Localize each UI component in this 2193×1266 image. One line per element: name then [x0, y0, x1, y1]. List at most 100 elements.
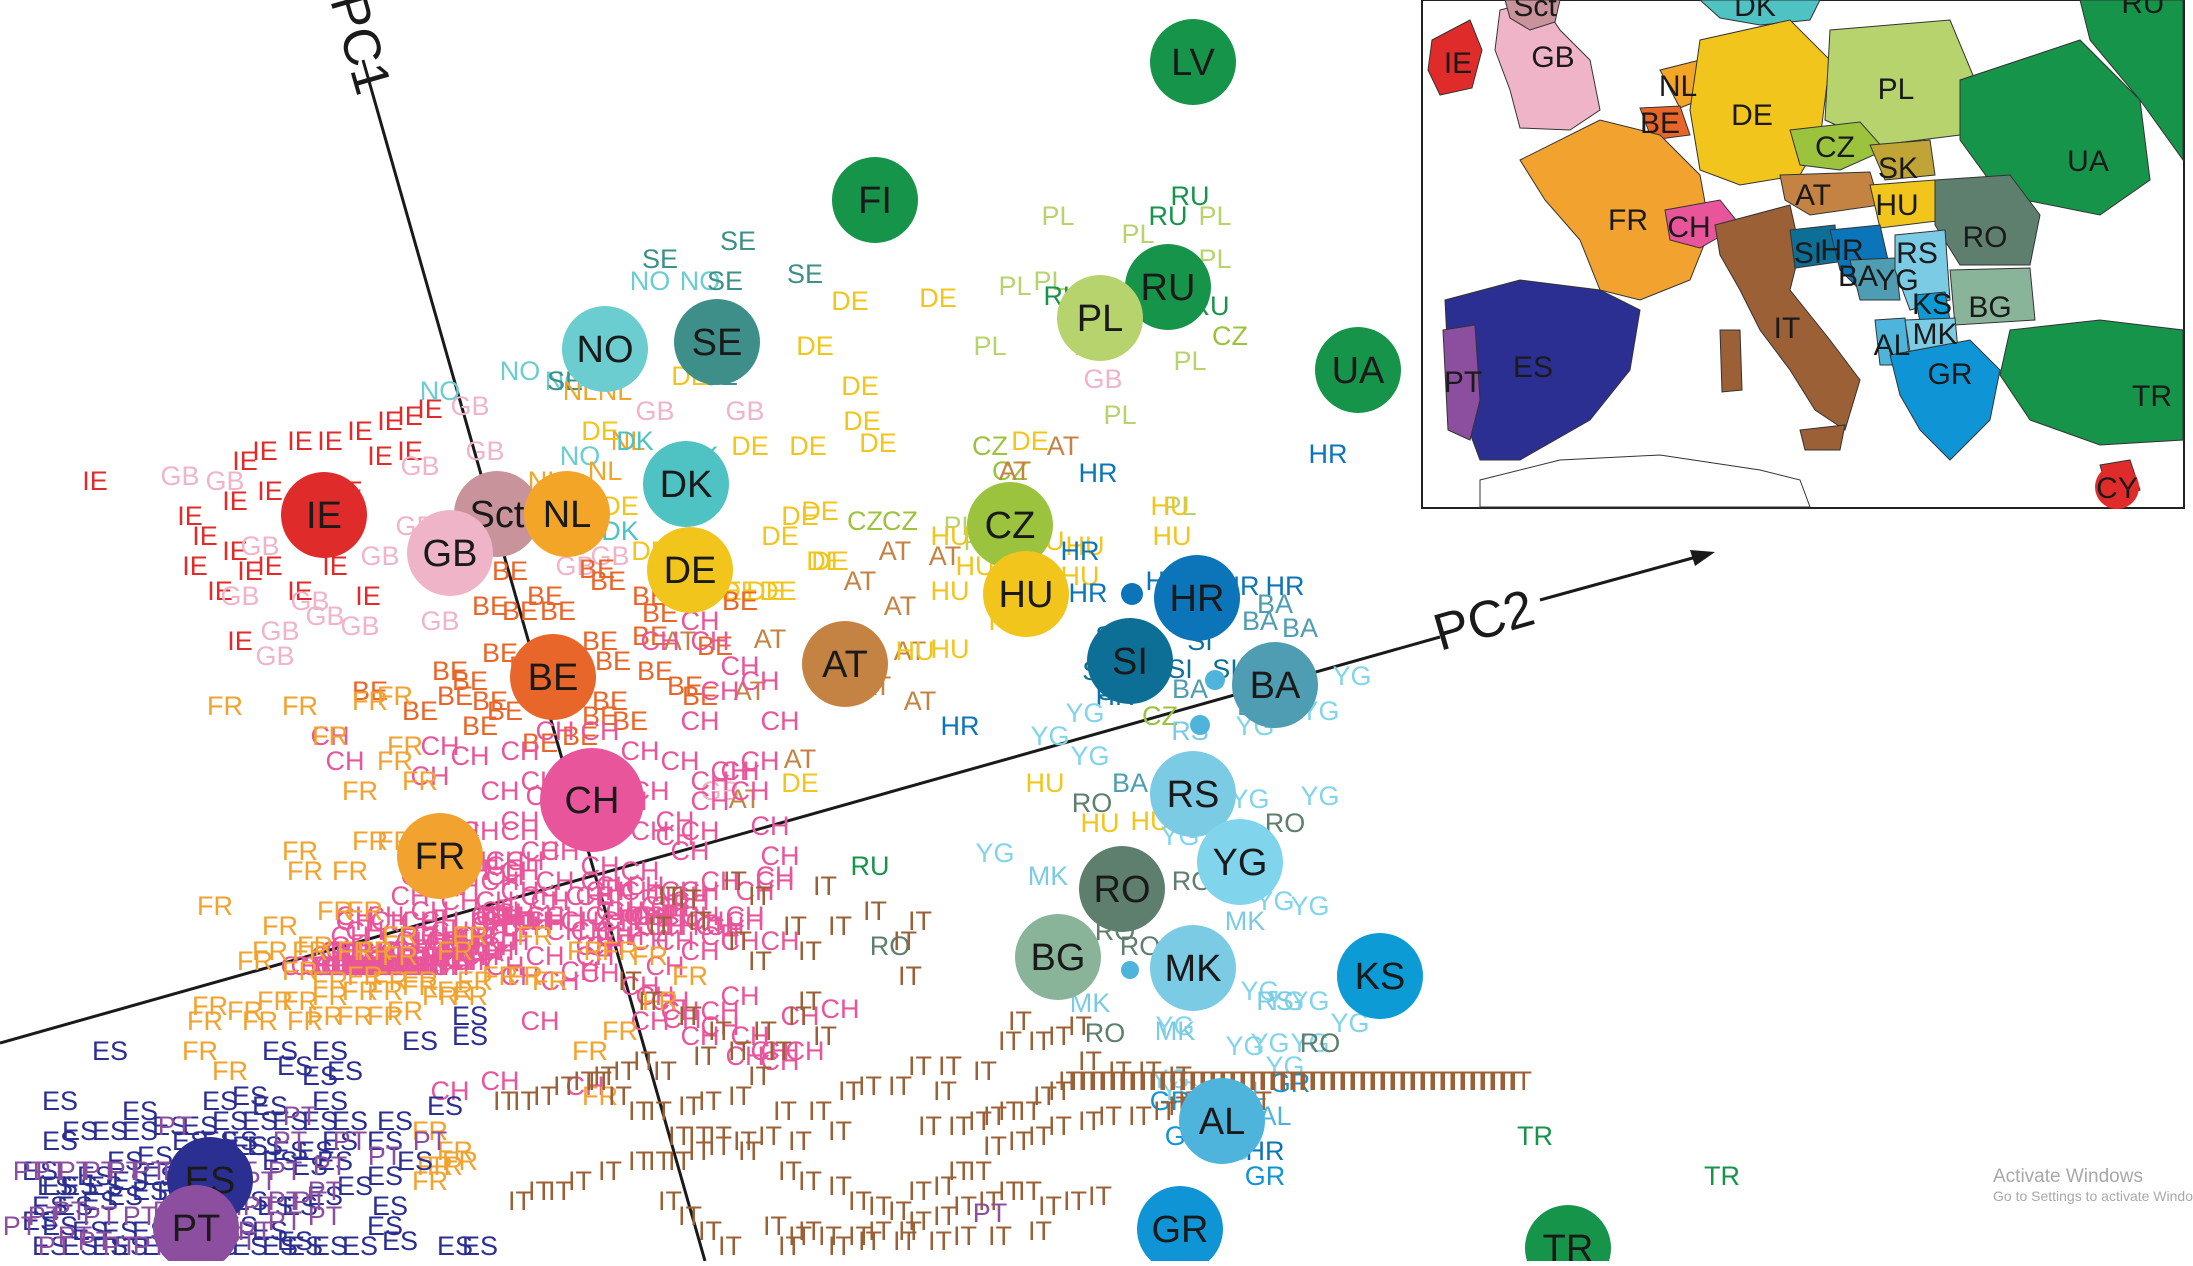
sample-label-ch: CH [341, 951, 380, 981]
inset-greece-shape [1889, 339, 2001, 461]
sample-label-pl: PL [1198, 201, 1231, 231]
sample-label-de: DE [859, 428, 897, 458]
sample-label-ch: CH [471, 911, 510, 941]
sample-label-fr: FR [242, 1006, 278, 1036]
sample-label-fr: FR [642, 986, 678, 1016]
sample-label-ch: CH [401, 921, 440, 951]
sample-label-mk: MK [1155, 1016, 1196, 1046]
sample-label-it: IT [1308, 1066, 1332, 1096]
sample-label-it: IT [1438, 1066, 1462, 1096]
sample-label-ch: CH [471, 901, 510, 931]
sample-label-ch: CH [311, 951, 350, 981]
sample-label-ch: CH [586, 876, 625, 906]
sample-label-ru: RU [1171, 181, 1210, 211]
sample-label-de: DE [801, 496, 839, 526]
sample-label-at: AT [754, 624, 787, 654]
sample-label-it: IT [648, 1146, 672, 1176]
sample-label-ch: CH [346, 936, 385, 966]
inset-label-es: ES [1513, 351, 1553, 384]
sample-label-yg: YG [1250, 1028, 1289, 1058]
sample-label-ch: CH [526, 906, 565, 936]
sample-label-ch: CH [821, 994, 860, 1024]
inset-label-gr: GR [1928, 358, 1973, 391]
sample-label-ch: CH [391, 951, 430, 981]
sample-label-be: BE [487, 696, 523, 726]
sample-label-fr: FR [402, 766, 438, 796]
sample-label-gb: GB [420, 606, 459, 636]
sample-label-ch: CH [511, 906, 550, 936]
sample-label-ch: CH [311, 721, 350, 751]
sample-label-it: IT [893, 1226, 917, 1256]
sample-label-pt: PT [158, 1111, 193, 1141]
inset-label-cz: CZ [1815, 131, 1855, 164]
sample-label-es: ES [262, 1231, 298, 1261]
sample-label-ch: CH [366, 946, 405, 976]
sample-label-ch: CH [681, 876, 720, 906]
sample-label-it: IT [1088, 1066, 1112, 1096]
sample-label-hr: HR [941, 711, 980, 741]
sample-label-pt: PT [268, 1156, 303, 1186]
centroid-circle [967, 482, 1053, 568]
sample-label-ch: CH [661, 996, 700, 1026]
sample-label-ch: CH [546, 901, 585, 931]
sample-label-fr: FR [182, 1036, 218, 1066]
sample-label-pt: PT [238, 1216, 273, 1246]
centroid-hu: HU [983, 551, 1069, 637]
sample-label-es: ES [62, 1116, 98, 1146]
sample-label-it: IT [1008, 1126, 1032, 1156]
sample-label-ch: CH [501, 911, 540, 941]
sample-label-de: DE [811, 546, 849, 576]
sample-label-it: IT [728, 926, 752, 956]
sample-label-pt: PT [3, 1211, 38, 1241]
inset-label-pt: PT [1444, 366, 1482, 399]
sample-label-ch: CH [606, 921, 645, 951]
sample-label-ch: CH [346, 951, 385, 981]
centroid-circle [1079, 846, 1165, 932]
centroid-label: DK [660, 464, 713, 506]
sample-label-it: IT [798, 1166, 822, 1196]
sample-label-ch: CH [501, 806, 540, 836]
sample-label-yg: YG [1265, 986, 1304, 1016]
inset-label-ro: RO [1963, 221, 2008, 254]
sample-label-es: ES [62, 1231, 98, 1261]
sample-label-ch: CH [406, 951, 445, 981]
sample-label-it: IT [708, 1121, 732, 1151]
sample-label-es: ES [322, 1126, 358, 1156]
inset-scotland-shape [1504, 0, 1561, 31]
sample-label-ch: CH [391, 936, 430, 966]
inset-cy-marker [2095, 465, 2139, 509]
sample-label-be: BE [612, 706, 648, 736]
sample-label-es: ES [277, 1051, 313, 1081]
inset-austria-shape [1779, 171, 1881, 216]
inset-africa-coast [1479, 454, 1811, 508]
sample-label-it: IT [1408, 1066, 1432, 1096]
sample-label-it: IT [1458, 1066, 1482, 1096]
centroid-label: NO [577, 329, 634, 371]
sample-label-it: IT [598, 1156, 622, 1186]
sample-label-hr: HR [1266, 571, 1305, 601]
centroid-label: KS [1355, 956, 1406, 998]
sample-label-ie: IE [82, 466, 108, 496]
sample-label-es: ES [122, 1096, 158, 1126]
sample-label-ch: CH [661, 901, 700, 931]
sample-label-ba: BA [1257, 589, 1293, 619]
sample-label-it: IT [548, 1176, 572, 1206]
centroid-fi: FI [832, 157, 918, 243]
sample-label-it: IT [508, 1186, 532, 1216]
sample-label-fr: FR [402, 966, 438, 996]
sample-label-ch: CH [431, 916, 470, 946]
centroid-al: AL [1179, 1078, 1265, 1164]
inset-label-nl: NL [1659, 70, 1697, 103]
sample-label-es: ES [262, 1036, 298, 1066]
sample-label-ch: CH [301, 951, 340, 981]
sample-label-pl: PL [1163, 491, 1196, 521]
sample-label-pl: PL [1033, 266, 1066, 296]
sample-label-ro: RO [1072, 788, 1113, 818]
inset-sicily-shape [1799, 424, 1846, 451]
inset-label-be: BE [1640, 107, 1680, 140]
sample-label-it: IT [908, 1206, 932, 1236]
sample-label-it: IT [778, 1231, 802, 1261]
sample-label-it: IT [828, 1171, 852, 1201]
